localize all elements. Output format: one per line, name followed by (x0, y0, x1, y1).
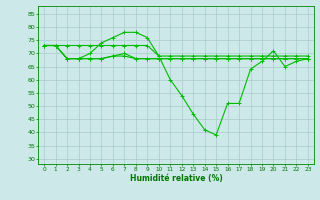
X-axis label: Humidité relative (%): Humidité relative (%) (130, 174, 222, 183)
